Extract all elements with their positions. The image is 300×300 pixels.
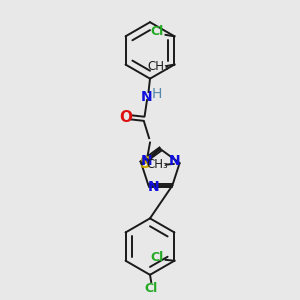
- Text: O: O: [120, 110, 133, 125]
- Text: N: N: [169, 154, 180, 168]
- Text: Cl: Cl: [150, 251, 163, 264]
- Text: H: H: [152, 87, 162, 101]
- Text: N: N: [148, 180, 160, 194]
- Text: N: N: [141, 154, 152, 168]
- Text: Cl: Cl: [145, 282, 158, 295]
- Text: Cl: Cl: [150, 26, 163, 38]
- Text: CH₃: CH₃: [146, 158, 168, 171]
- Text: S: S: [140, 156, 151, 171]
- Text: N: N: [141, 89, 153, 103]
- Text: CH₃: CH₃: [148, 60, 169, 74]
